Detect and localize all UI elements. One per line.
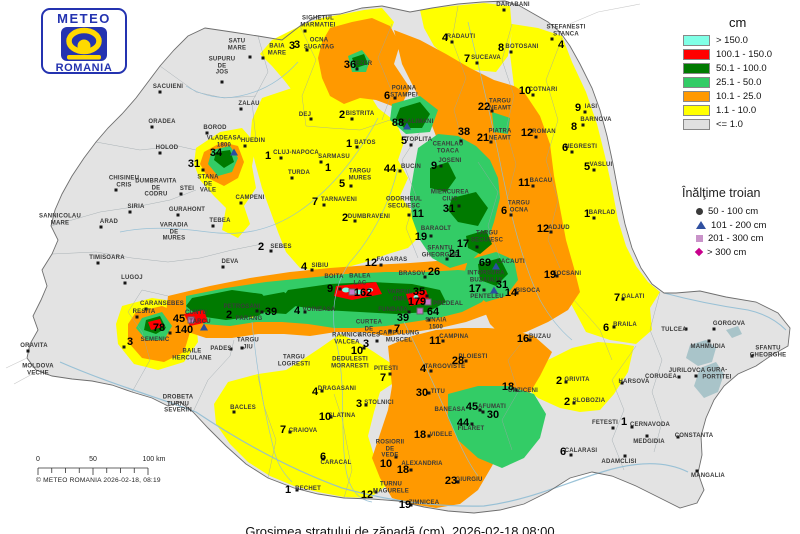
legend-range-label: 25.1 - 50.0	[716, 77, 762, 88]
legend-color-swatch	[683, 35, 710, 46]
snowdrift-legend: Înălţime troian 50 - 100 cm 101 - 200 cm 2…	[682, 186, 766, 259]
snowdrift-legend-title: Înălţime troian	[682, 186, 761, 200]
copyright-text: © METEO ROMANIA 2026-02-18, 08:19	[36, 477, 161, 484]
legend-color-swatch	[683, 119, 710, 130]
legend-range-label: 100.1 - 150.0	[716, 49, 772, 60]
legend-item: 100.1 - 150.0	[683, 48, 772, 61]
legend-range-label: > 150.0	[716, 35, 748, 46]
logo-text-meteo: METEO	[57, 11, 111, 26]
snowdrift-range-label: 101 - 200 cm	[711, 219, 767, 231]
logo-text-romania: ROMANIA	[55, 62, 113, 74]
snow-regions-darkgreen	[144, 54, 508, 334]
rivers	[59, 21, 787, 507]
scale-label-100: 100 km	[142, 456, 166, 463]
snowdrift-legend-item: 101 - 200 cm	[696, 219, 766, 233]
legend-color-swatch	[683, 77, 710, 88]
legend-color-swatch	[683, 49, 710, 60]
legend-item: 25.1 - 50.0	[683, 76, 772, 89]
snowdrift-legend-item: > 300 cm	[694, 246, 766, 260]
triangle-icon	[696, 221, 706, 230]
map-caption: Grosimea stratului de zăpadă (cm), 2026-…	[245, 524, 555, 534]
snowdrift-range-label: 50 - 100 cm	[708, 206, 759, 218]
legend-rows: > 150.0 100.1 - 150.0 50.1 - 100.0 25.1 - 5…	[683, 34, 772, 131]
snowdrift-range-label: 201 - 300 cm	[708, 233, 764, 245]
legend-item: 10.1 - 25.0	[683, 90, 772, 103]
snowdrift-legend-item: 201 - 300 cm	[696, 232, 766, 246]
legend-range-label: 50.1 - 100.0	[716, 63, 767, 74]
circle-icon	[696, 208, 703, 216]
legend-item: > 150.0	[683, 34, 772, 47]
snow-regions-cyan	[342, 287, 419, 299]
meteo-sun-icon	[61, 27, 107, 61]
legend-item: 50.1 - 100.0	[683, 62, 772, 75]
snowdrift-legend-rows: 50 - 100 cm 101 - 200 cm 201 - 300 cm > 300…	[682, 205, 766, 259]
legend-range-label: 10.1 - 25.0	[716, 91, 762, 102]
legend-item: 1.1 - 10.0	[683, 104, 772, 117]
legend-title: cm	[729, 15, 747, 30]
legend-color-swatch	[683, 63, 710, 74]
legend-range-label: 1.1 - 10.0	[716, 105, 757, 116]
snowdrift-range-label: > 300 cm	[707, 246, 747, 258]
romania-outline-stroke	[26, 0, 791, 514]
delta-lakes	[686, 326, 742, 398]
scale-bar-ticks	[37, 467, 149, 475]
legend-item: <= 1.0	[683, 118, 772, 131]
scale-bar: 0 50 100 km	[30, 455, 180, 497]
diamond-icon	[694, 248, 704, 257]
legend-range-label: <= 1.0	[716, 119, 743, 130]
snowdrift-legend-item: 50 - 100 cm	[696, 205, 766, 219]
scale-label-50: 50	[89, 456, 97, 463]
legend-color-swatch	[683, 105, 710, 116]
neighbor-borders	[5, 3, 641, 385]
meteo-romania-logo: METEO ROMANIA	[41, 8, 127, 74]
legend-color-swatch	[683, 91, 710, 102]
snow-depth-legend: cm > 150.0 100.1 - 150.0 50.1 - 100.0 25.1 …	[683, 15, 772, 132]
scale-label-0: 0	[36, 456, 40, 463]
square-icon	[696, 235, 703, 243]
